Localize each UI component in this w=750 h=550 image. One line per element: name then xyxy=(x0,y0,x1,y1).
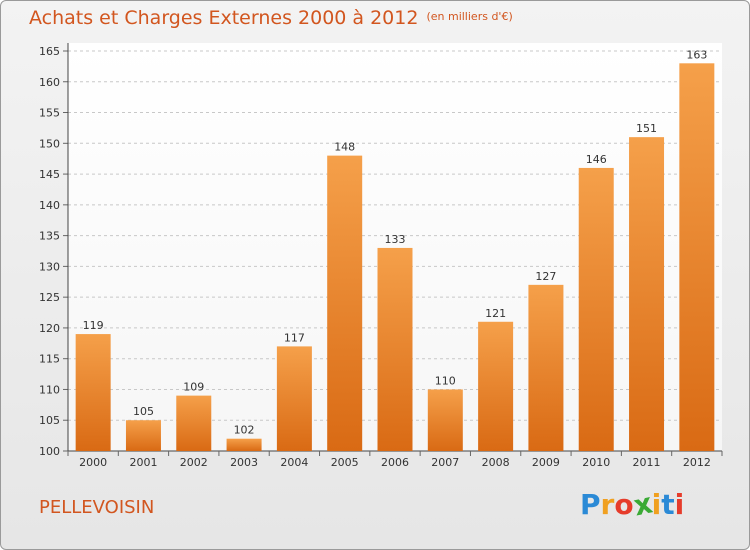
y-tick-label: 105 xyxy=(39,414,60,427)
x-tick-label: 2009 xyxy=(532,456,560,469)
bar xyxy=(377,247,413,451)
y-tick-label: 160 xyxy=(39,76,60,89)
y-tick-label: 150 xyxy=(39,137,60,150)
bar xyxy=(176,395,212,451)
x-tick-label: 2006 xyxy=(381,456,409,469)
y-tick-label: 120 xyxy=(39,322,60,335)
y-tick-label: 110 xyxy=(39,383,60,396)
bar xyxy=(327,155,363,451)
y-tick-label: 130 xyxy=(39,260,60,273)
bar xyxy=(629,137,665,451)
x-tick-label: 2003 xyxy=(230,456,258,469)
logo-letter: i xyxy=(651,488,662,521)
bar-value-label: 109 xyxy=(183,381,204,394)
bar-value-label: 146 xyxy=(586,153,607,166)
x-tick-label: 2011 xyxy=(633,456,661,469)
logo-letter: r xyxy=(600,488,615,521)
chart-subtitle: (en milliers d'€) xyxy=(426,10,513,23)
chart-title: Achats et Charges Externes 2000 à 2012 xyxy=(29,7,419,29)
logo-letter: o xyxy=(614,488,634,521)
y-tick-label: 135 xyxy=(39,230,60,243)
bar-value-label: 148 xyxy=(334,141,355,154)
bar xyxy=(75,334,111,451)
bar xyxy=(276,346,312,451)
bar-value-label: 119 xyxy=(83,319,104,332)
bar xyxy=(125,420,161,451)
x-tick-label: 2004 xyxy=(280,456,308,469)
bar xyxy=(679,63,715,452)
x-tick-label: 2008 xyxy=(482,456,510,469)
bar-value-label: 105 xyxy=(133,405,154,418)
bar-value-label: 133 xyxy=(385,233,406,246)
y-tick-label: 145 xyxy=(39,168,60,181)
x-tick-label: 2001 xyxy=(129,456,157,469)
x-tick-label: 2010 xyxy=(582,456,610,469)
bar-value-label: 110 xyxy=(435,374,456,387)
logo-letter: t xyxy=(661,488,675,521)
x-tick-label: 2012 xyxy=(683,456,711,469)
y-tick-label: 155 xyxy=(39,107,60,120)
logo-letter: P xyxy=(580,488,601,521)
x-tick-label: 2005 xyxy=(331,456,359,469)
bar-value-label: 121 xyxy=(485,307,506,320)
y-tick-label: 140 xyxy=(39,199,60,212)
x-tick-label: 2007 xyxy=(431,456,459,469)
y-tick-label: 115 xyxy=(39,353,60,366)
x-tick-label: 2000 xyxy=(79,456,107,469)
bar xyxy=(427,389,463,451)
x-tick-label: 2002 xyxy=(180,456,208,469)
y-tick-label: 165 xyxy=(39,45,60,58)
commune-name: PELLEVOISIN xyxy=(39,497,155,518)
bar-value-label: 127 xyxy=(535,270,556,283)
bar xyxy=(528,284,564,451)
bar-value-label: 117 xyxy=(284,331,305,344)
bar-value-label: 102 xyxy=(234,424,255,437)
proxiti-logo: Proxiti xyxy=(580,486,685,522)
bar xyxy=(478,321,514,451)
bar xyxy=(578,167,614,451)
bar xyxy=(226,438,262,451)
y-tick-label: 100 xyxy=(39,445,60,458)
chart-title-block: Achats et Charges Externes 2000 à 2012 (e… xyxy=(29,7,513,29)
bar-value-label: 163 xyxy=(686,48,707,61)
logo-letter: i xyxy=(674,488,685,521)
y-tick-label: 125 xyxy=(39,291,60,304)
bar-value-label: 151 xyxy=(636,122,657,135)
